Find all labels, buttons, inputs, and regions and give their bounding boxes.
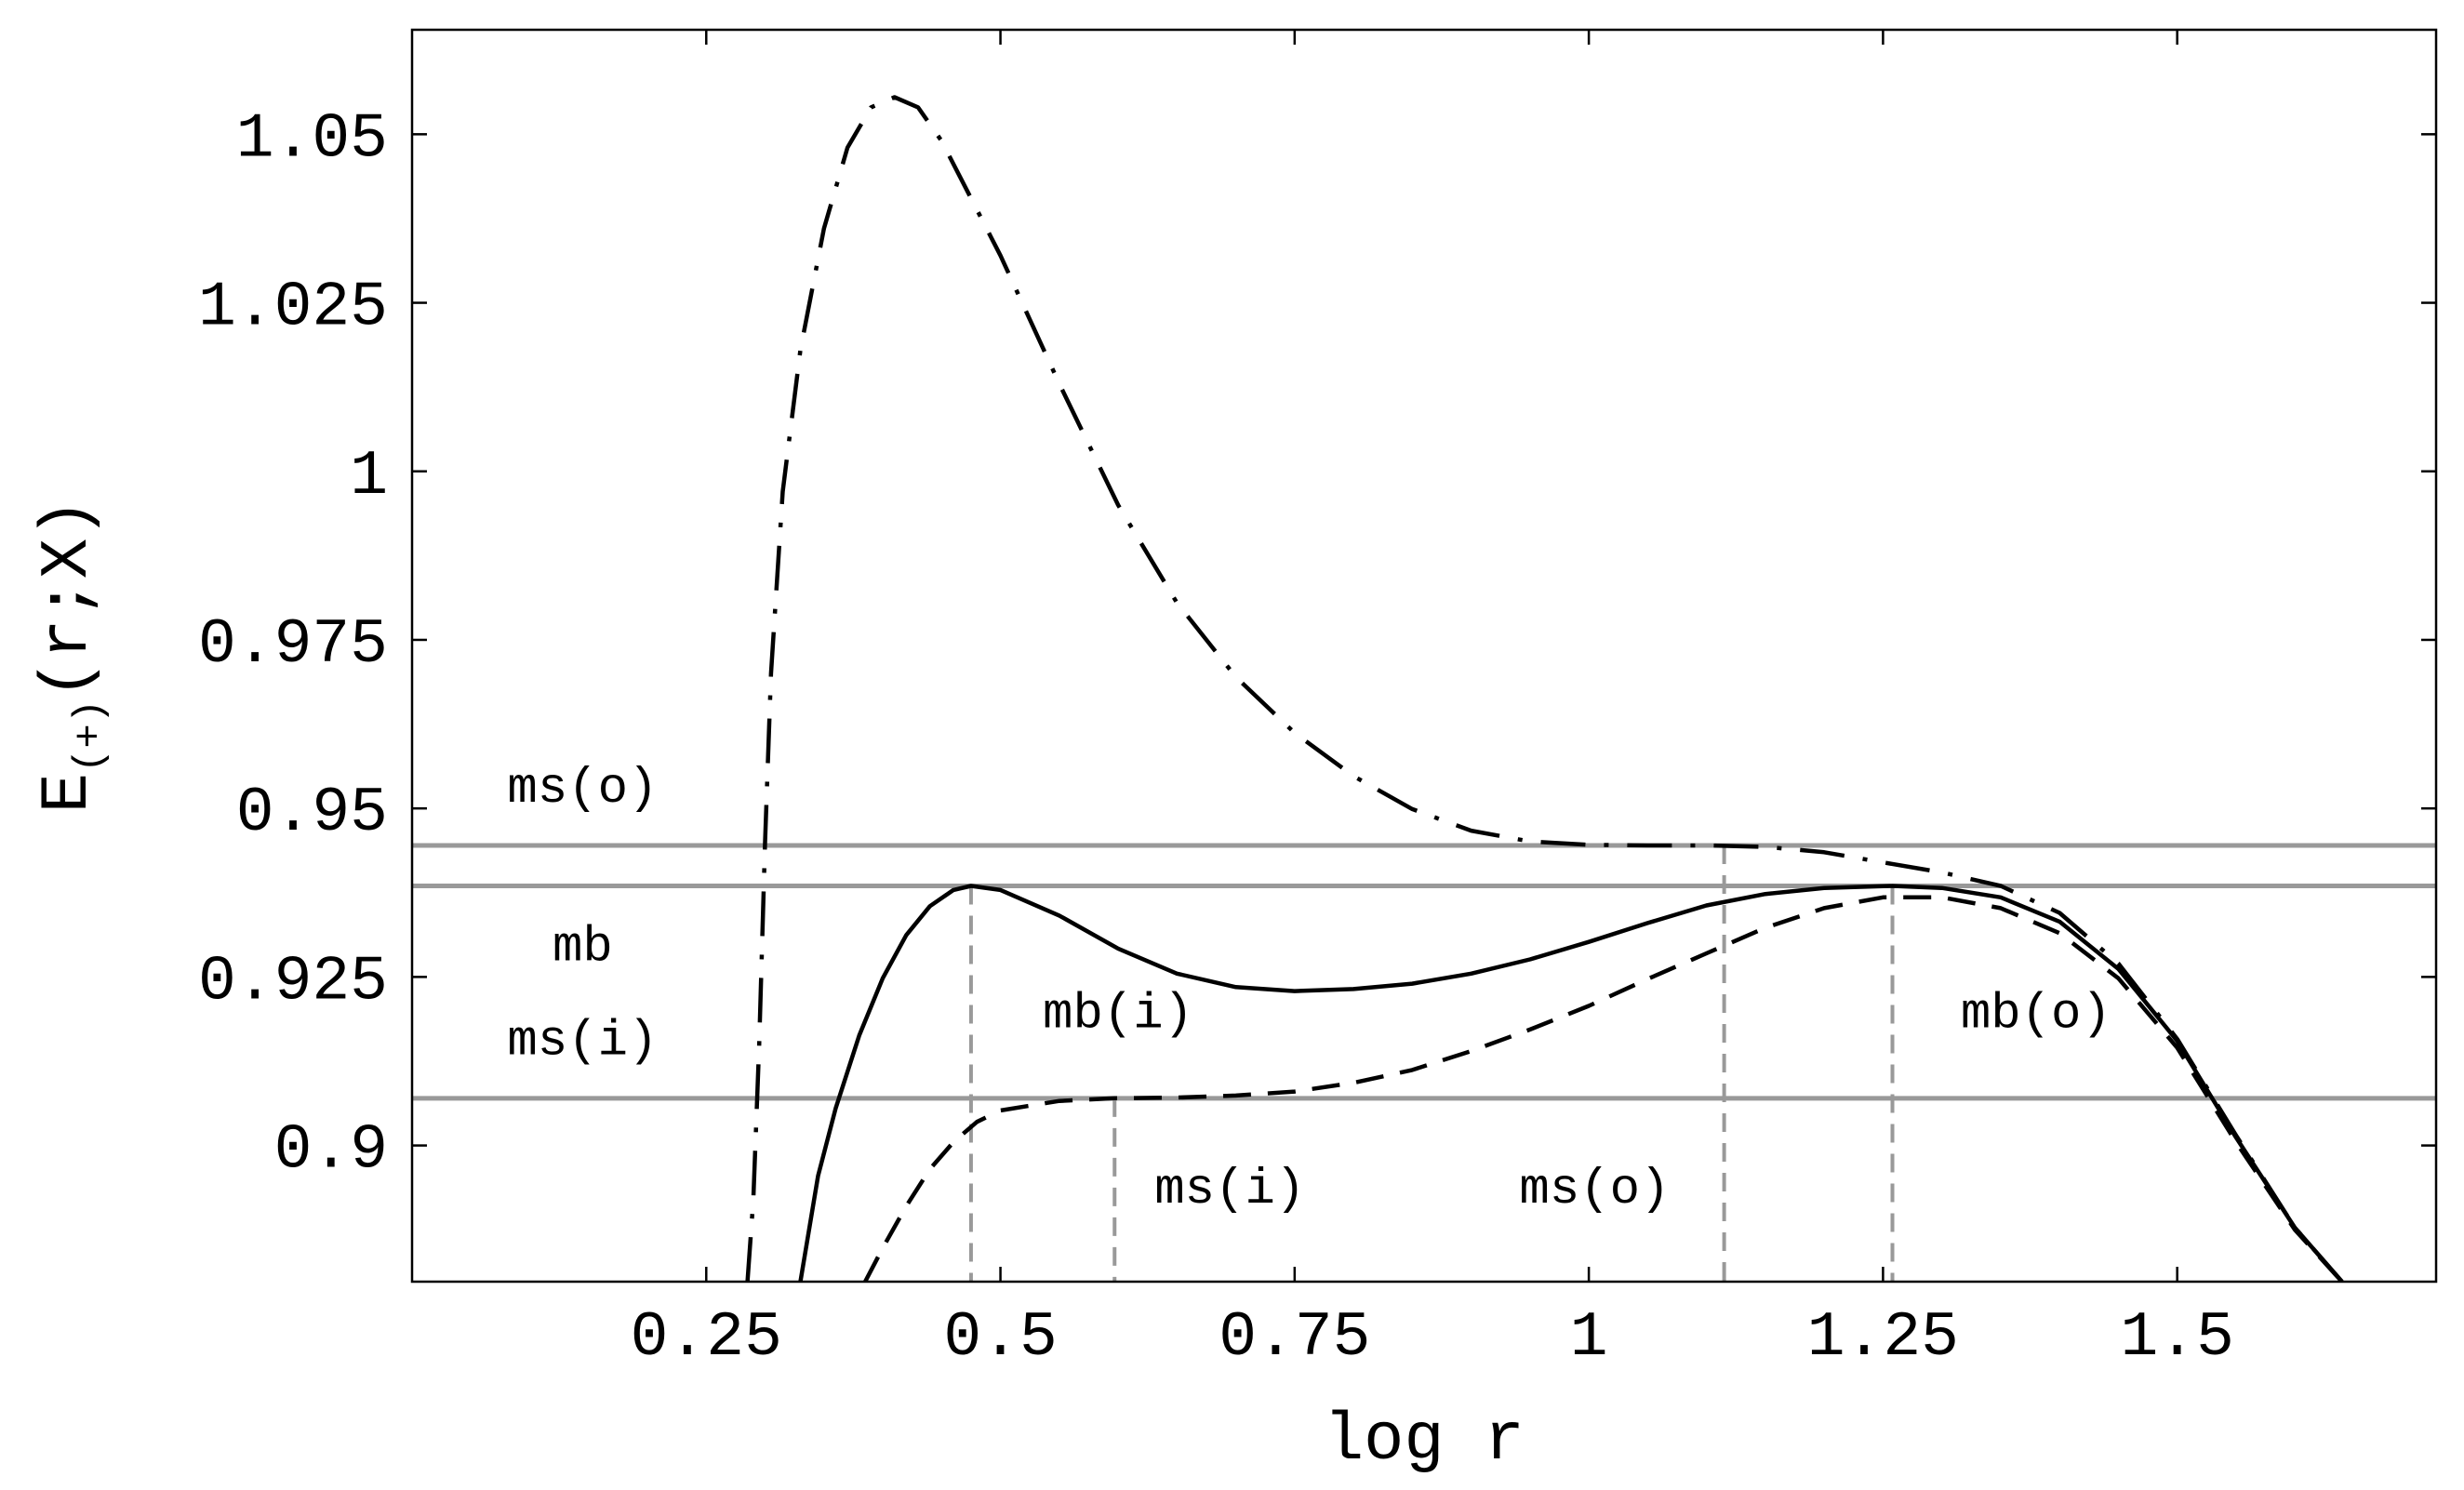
x-tick-label-3: 1 — [1570, 1302, 1608, 1374]
x-tick-label-4: 1.25 — [1807, 1302, 1959, 1374]
y-axis-label-main: E — [30, 773, 106, 813]
y-tick-label-3: 0.975 — [198, 609, 388, 681]
series-dash-dot — [745, 95, 2344, 1282]
y-tick-label-2: 0.95 — [236, 778, 388, 849]
y-tick-label-1: 0.925 — [198, 946, 388, 1018]
x-axis-label: log r — [1324, 1403, 1525, 1479]
y-tick-label-5: 1.025 — [198, 273, 388, 344]
series-dashed — [863, 895, 2344, 1282]
x-tick-label-2: 0.75 — [1219, 1302, 1370, 1374]
x-tick-label-0: 0.25 — [631, 1302, 782, 1374]
annotation-5: ms(i) — [1154, 1162, 1305, 1218]
x-tick-label-1: 0.5 — [943, 1302, 1057, 1374]
annotation-3: mb(i) — [1043, 987, 1193, 1044]
y-axis-label: E(+)(r;X) — [30, 499, 113, 813]
annotation-1: mb — [553, 919, 613, 976]
x-tick-label-5: 1.5 — [2120, 1302, 2233, 1374]
plot-frame — [410, 28, 2438, 1284]
annotation-6: ms(o) — [1519, 1162, 1670, 1218]
y-tick-label-4: 1 — [350, 441, 388, 512]
annotation-4: mb(o) — [1961, 987, 2111, 1044]
y-tick-label-0: 0.9 — [274, 1115, 388, 1187]
y-axis-label-subscript: (+) — [67, 699, 113, 773]
annotation-0: ms(o) — [507, 761, 658, 818]
y-tick-label-6: 1.05 — [236, 103, 388, 175]
y-axis-label-rest: (r;X) — [30, 499, 106, 699]
annotation-2: ms(i) — [507, 1014, 658, 1071]
series-solid — [798, 884, 2344, 1282]
